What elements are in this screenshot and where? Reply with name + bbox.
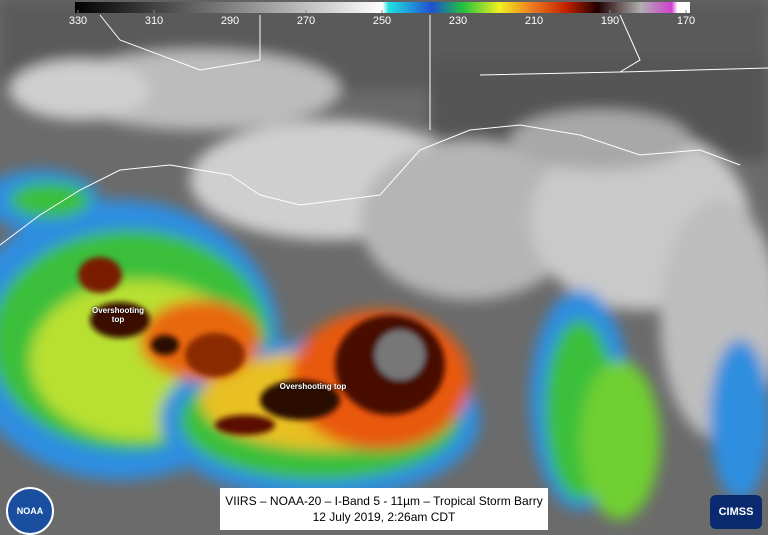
colorbar-label: 330 [68,15,88,27]
colorbar-label: 270 [296,15,316,27]
cold-cores [78,257,445,435]
noaa-logo: NOAA [6,487,54,535]
colorbar-label: 310 [144,15,164,27]
annotation: Overshooting top [279,382,347,391]
caption-line: VIIRS – NOAA-20 – I-Band 5 - 11µm – Trop… [225,494,543,508]
clouds [0,0,768,520]
caption-line: 12 July 2019, 2:26am CDT [312,510,456,524]
caption: VIIRS – NOAA-20 – I-Band 5 - 11µm – Trop… [220,488,548,530]
annotation: Overshooting top [91,306,144,324]
colorbar-label: 230 [448,15,468,27]
colorbar [75,2,690,13]
coastlines [0,14,768,246]
colorbar-label: 290 [220,15,240,27]
cimss-logo: CIMSS [710,495,762,529]
colorbar-label: 170 [676,15,696,27]
colorbar-label: 210 [524,15,544,27]
colorbar-label: 190 [600,15,620,27]
colorbar-label: 250 [372,15,392,27]
